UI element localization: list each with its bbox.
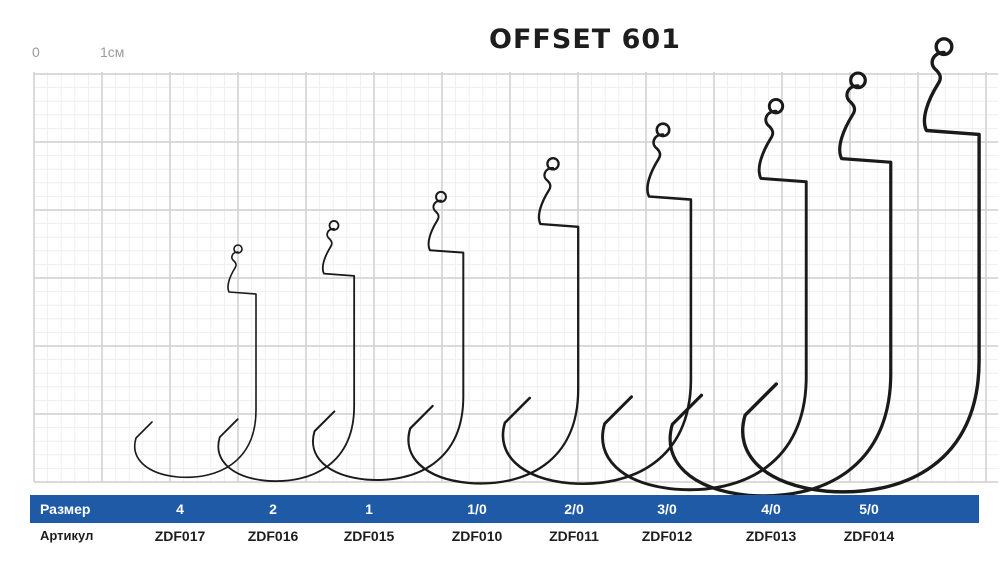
hook-wire xyxy=(741,50,981,494)
hook-3 xyxy=(312,190,465,481)
hook-7 xyxy=(668,71,893,498)
size-cell-3-0: 3/0 xyxy=(657,501,677,517)
hook-eye xyxy=(655,122,671,138)
size-cell-1-0: 1/0 xyxy=(467,501,487,517)
size-row: Размер 4 2 1 1/0 2/0 3/0 4/0 5/0 xyxy=(30,495,979,523)
hook-1 xyxy=(134,244,257,479)
size-cell-4: 4 xyxy=(176,501,184,517)
article-row-label: Артикул xyxy=(40,528,94,543)
article-cell-zdf014: ZDF014 xyxy=(843,528,895,544)
scale-unit-label: 1см xyxy=(100,44,125,60)
hooks-group xyxy=(134,37,981,498)
hook-wire xyxy=(217,227,356,483)
article-row: Артикул ZDF017 ZDF016 ZDF015 ZDF010 ZDF0… xyxy=(30,523,979,551)
article-cell-zdf011: ZDF011 xyxy=(549,528,599,544)
hook-5 xyxy=(501,122,693,486)
article-cell-zdf016: ZDF016 xyxy=(247,528,299,544)
article-cell-zdf015: ZDF015 xyxy=(343,528,395,544)
hook-eye xyxy=(435,190,447,203)
hook-wire xyxy=(407,166,580,485)
hook-wire xyxy=(668,84,893,498)
hook-eye xyxy=(767,97,785,115)
size-cell-2-0: 2/0 xyxy=(564,501,584,517)
size-cell-4-0: 4/0 xyxy=(761,501,781,517)
article-cell-zdf010: ZDF010 xyxy=(451,528,503,544)
size-row-label: Размер xyxy=(40,501,91,517)
hook-8 xyxy=(741,37,981,494)
hook-4 xyxy=(407,157,580,485)
hook-eye xyxy=(328,220,340,231)
scale-zero-label: 0 xyxy=(32,44,40,60)
article-cell-zdf013: ZDF013 xyxy=(745,528,797,544)
hook-eye xyxy=(546,157,560,171)
hook-wire xyxy=(312,199,465,481)
measurement-grid xyxy=(33,72,998,483)
hook-eye xyxy=(233,244,243,254)
hook-eye xyxy=(934,37,954,57)
article-cell-zdf017: ZDF017 xyxy=(154,528,206,544)
page-title: OFFSET 601 xyxy=(489,24,681,55)
hook-wire xyxy=(501,133,693,486)
size-cell-5-0: 5/0 xyxy=(859,501,879,517)
hook-eye xyxy=(849,71,867,90)
hook-wire xyxy=(601,109,808,492)
hook-6 xyxy=(601,97,808,492)
hook-2 xyxy=(217,220,356,483)
hook-wire xyxy=(134,251,257,479)
size-cell-2: 2 xyxy=(269,501,277,517)
size-cell-1: 1 xyxy=(365,501,373,517)
article-cell-zdf012: ZDF012 xyxy=(641,528,693,544)
